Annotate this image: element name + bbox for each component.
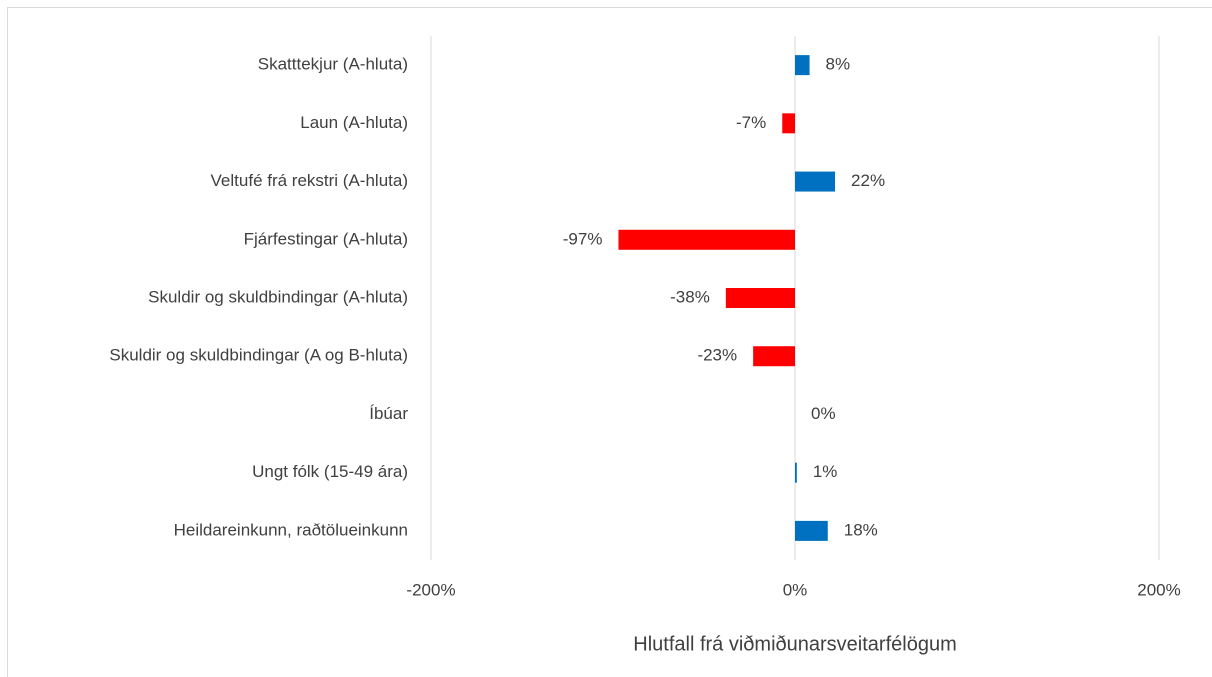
data-label: -23% — [697, 346, 737, 365]
y-tick-label: Heildareinkunn, raðtölueinkunn — [174, 520, 408, 539]
x-tick-label: -200% — [406, 580, 455, 599]
y-tick-label: Veltufé frá rekstri (A-hluta) — [211, 171, 408, 190]
x-axis-title: Hlutfall frá viðmiðunarsveitarfélögum — [633, 633, 956, 655]
y-tick-label: Fjárfestingar (A-hluta) — [244, 229, 408, 248]
data-label: -7% — [736, 113, 766, 132]
data-label: 22% — [851, 171, 885, 190]
y-tick-label: Íbúar — [369, 404, 408, 423]
y-tick-label: Skuldir og skuldbindingar (A-hluta) — [148, 287, 408, 306]
y-tick-label: Laun (A-hluta) — [300, 113, 408, 132]
bar — [618, 229, 795, 250]
data-label: -97% — [563, 229, 603, 248]
bar — [795, 462, 797, 483]
y-tick-label: Ungt fólk (15-49 ára) — [252, 462, 408, 481]
bar — [782, 113, 795, 134]
x-tick-label: 200% — [1137, 580, 1180, 599]
data-label: 8% — [826, 55, 851, 74]
data-label: 0% — [811, 404, 836, 423]
data-label: 1% — [813, 462, 838, 481]
bar — [725, 288, 795, 308]
y-tick-label: Skuldir og skuldbindingar (A og B-hluta) — [109, 346, 408, 365]
y-tick-label: Skatttekjur (A-hluta) — [258, 55, 408, 74]
x-tick-label: 0% — [783, 580, 808, 599]
chart-border — [7, 7, 1212, 677]
bar — [795, 171, 836, 192]
data-label: 18% — [844, 520, 878, 539]
bar — [795, 55, 810, 76]
bar — [753, 346, 795, 367]
bar — [795, 520, 828, 541]
data-label: -38% — [670, 287, 710, 306]
